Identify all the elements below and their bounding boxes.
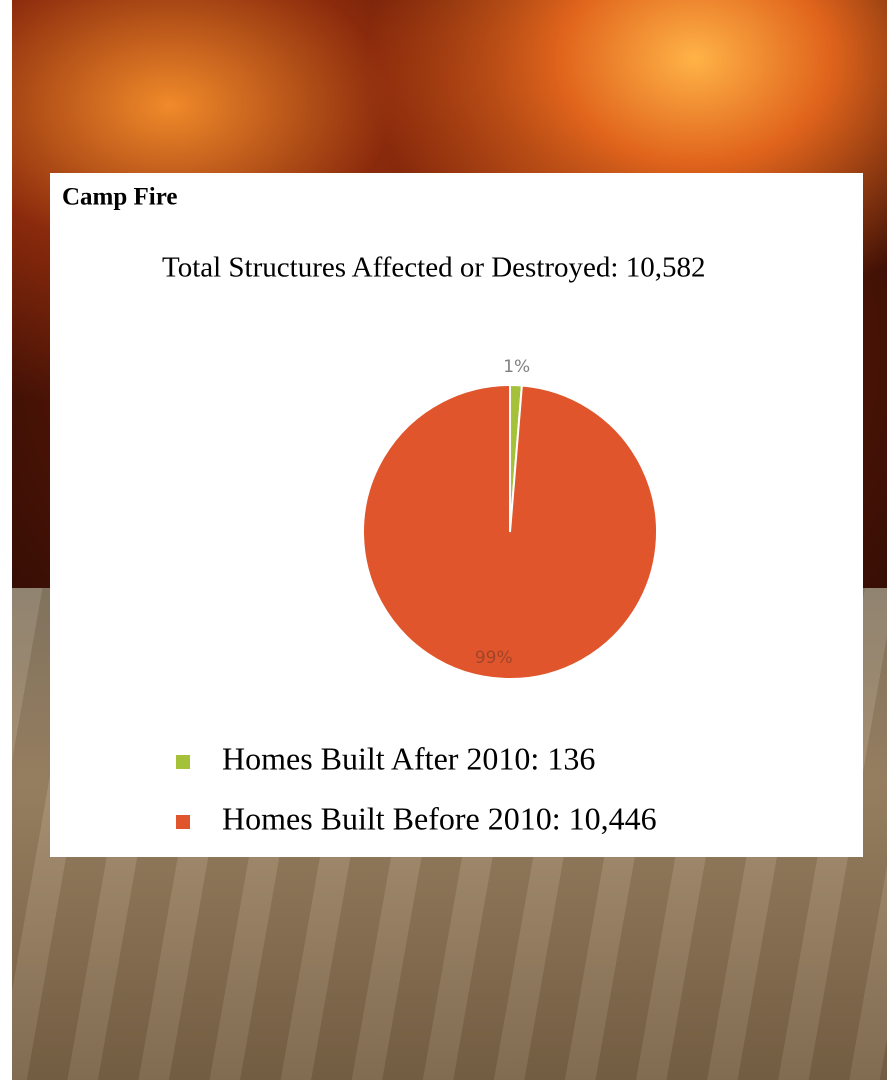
page: {"chart_data": {"type": "pie", "title": … [0,0,887,1080]
pie-slice [363,385,657,679]
legend-label: Homes Built After 2010: 136 [222,740,595,776]
chart-subtitle: Total Structures Affected or Destroyed: … [162,252,705,284]
chart-title: Camp Fire [62,184,178,211]
chart: Camp Fire Total Structures Affected or D… [0,0,887,1080]
legend-swatch [176,755,190,769]
legend-swatch [176,815,190,829]
slice-label: 99% [475,648,513,668]
slice-label: 1% [503,357,530,377]
legend-label: Homes Built Before 2010: 10,446 [222,800,657,836]
